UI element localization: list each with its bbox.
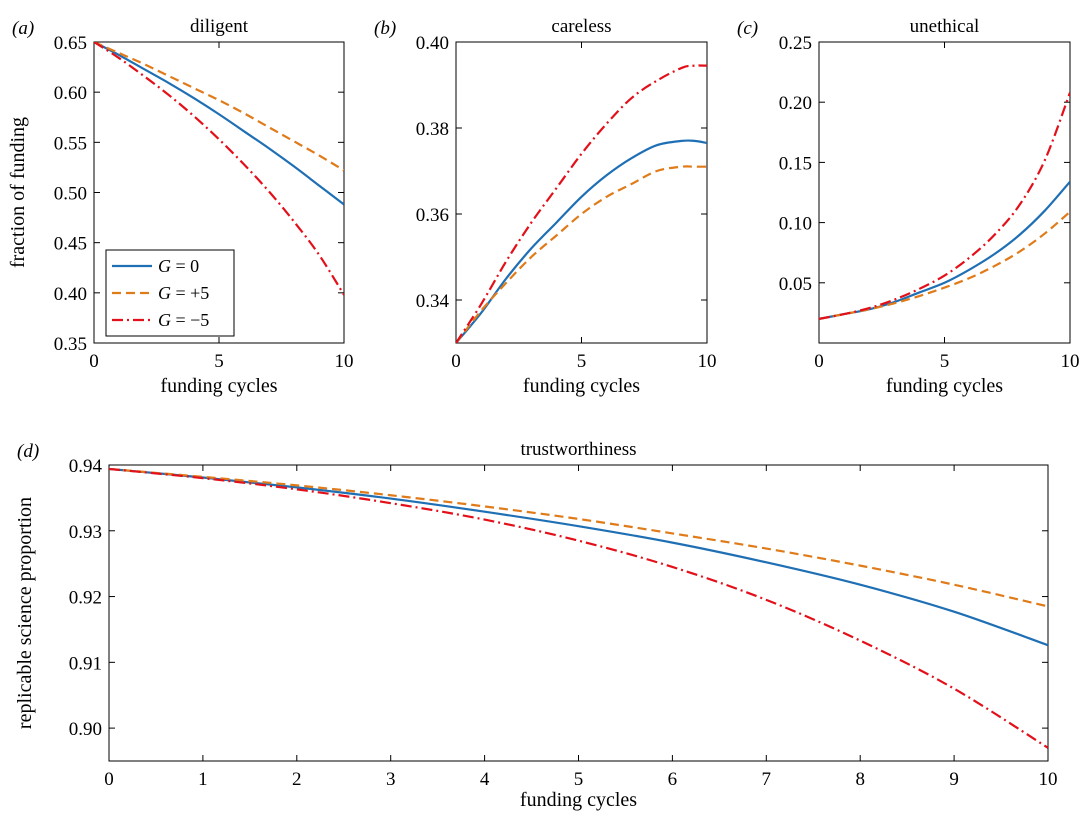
- axes-frame: [108, 464, 1049, 762]
- y-axis-label: replicable science proportion: [14, 497, 36, 729]
- x-tick-label: 5: [574, 769, 584, 790]
- series-line-Gp5: [456, 165, 707, 343]
- x-axis-label: funding cycles: [520, 789, 637, 811]
- series-line-Gm5: [94, 42, 344, 296]
- x-tick-label: 10: [698, 351, 717, 372]
- x-tick-label: 0: [451, 351, 461, 372]
- y-tick-label: 0.40: [416, 33, 449, 54]
- x-axis-label: funding cycles: [886, 375, 1003, 397]
- chart-title: diligent: [190, 16, 249, 37]
- series-line-Gm5: [819, 92, 1070, 321]
- series-line-Gp5: [819, 210, 1070, 321]
- panel-trustworthiness: 0 1 2 3 4 5 6 7 8 9 10 0.90 0.91 0.92 0.93 0.94 trustwor…: [14, 439, 1058, 811]
- y-tick-label: 0.55: [54, 133, 87, 154]
- x-tick-label: 0: [814, 351, 824, 372]
- panel-unethical: 0 5 10 0.05 0.10 0.15 0.20 0.25 unethical (c) fund…: [737, 16, 1080, 397]
- chart-title: careless: [551, 16, 611, 37]
- x-tick-label: 5: [577, 351, 587, 372]
- series-line-Gm5: [109, 467, 1048, 749]
- y-tick-label: 0.93: [69, 522, 102, 543]
- y-tick-label: 0.38: [416, 119, 449, 140]
- series-line-G0: [109, 467, 1048, 647]
- y-tick-label: 0.65: [54, 33, 87, 54]
- series-line-Gp5: [109, 467, 1048, 608]
- x-tick-label: 10: [1039, 769, 1058, 790]
- panel-label: (c): [737, 18, 758, 39]
- x-tick-label: 7: [762, 769, 772, 790]
- x-tick-label: 4: [480, 769, 490, 790]
- y-tick-label: 0.40: [54, 284, 87, 305]
- y-tick-label: 0.25: [779, 33, 812, 54]
- y-tick-label: 0.34: [416, 291, 450, 312]
- series-line-G0: [456, 139, 707, 343]
- x-tick-label: 9: [949, 769, 959, 790]
- y-tick-label: 0.60: [54, 83, 87, 104]
- chart-title: trustworthiness: [520, 439, 636, 460]
- x-tick-label: 10: [1061, 351, 1080, 372]
- panel-label: (a): [12, 18, 34, 39]
- x-tick-label: 1: [198, 769, 208, 790]
- axes-frame: [818, 41, 1071, 344]
- y-tick-label: 0.10: [779, 214, 812, 235]
- x-axis-label: funding cycles: [523, 375, 640, 397]
- panel-label: (b): [374, 18, 396, 39]
- x-tick-label: 5: [214, 351, 224, 372]
- x-tick-label: 2: [292, 769, 302, 790]
- panel-label: (d): [17, 441, 39, 462]
- panel-diligent: 0 5 10 0.35 0.40 0.45 0.50 0.55 0.60 0.65 diligent…: [7, 16, 354, 397]
- y-tick-label: 0.50: [54, 184, 87, 205]
- series-line-G0: [94, 42, 344, 206]
- x-tick-label: 0: [104, 769, 114, 790]
- y-tick-label: 0.35: [54, 334, 87, 355]
- x-tick-label: 6: [668, 769, 678, 790]
- legend-entry: G = +5: [158, 283, 209, 303]
- x-tick-label: 0: [89, 351, 99, 372]
- y-tick-label: 0.15: [779, 153, 812, 174]
- x-tick-label: 5: [940, 351, 950, 372]
- legend: G = 0 G = +5 G = −5: [105, 249, 235, 337]
- legend-entry: G = −5: [158, 310, 209, 330]
- y-tick-label: 0.45: [54, 234, 87, 255]
- y-tick-label: 0.20: [779, 93, 812, 114]
- x-tick-label: 10: [335, 351, 354, 372]
- y-tick-label: 0.36: [416, 205, 449, 226]
- y-tick-label: 0.90: [69, 719, 102, 740]
- panel-careless: 0 5 10 0.34 0.36 0.38 0.40 careless (b) funding c…: [374, 16, 717, 397]
- y-axis-label: fraction of funding: [7, 117, 29, 268]
- y-tick-label: 0.94: [69, 456, 103, 477]
- chart-title: unethical: [910, 16, 980, 37]
- series-line-Gp5: [94, 42, 344, 172]
- y-tick-label: 0.92: [69, 588, 102, 609]
- x-tick-label: 3: [386, 769, 396, 790]
- legend-entry: G = 0: [158, 256, 199, 276]
- x-tick-label: 8: [855, 769, 865, 790]
- y-tick-label: 0.91: [69, 653, 102, 674]
- series-line-Gm5: [456, 64, 707, 343]
- y-tick-label: 0.05: [779, 274, 812, 295]
- x-axis-label: funding cycles: [160, 375, 277, 397]
- series-line-G0: [819, 180, 1070, 321]
